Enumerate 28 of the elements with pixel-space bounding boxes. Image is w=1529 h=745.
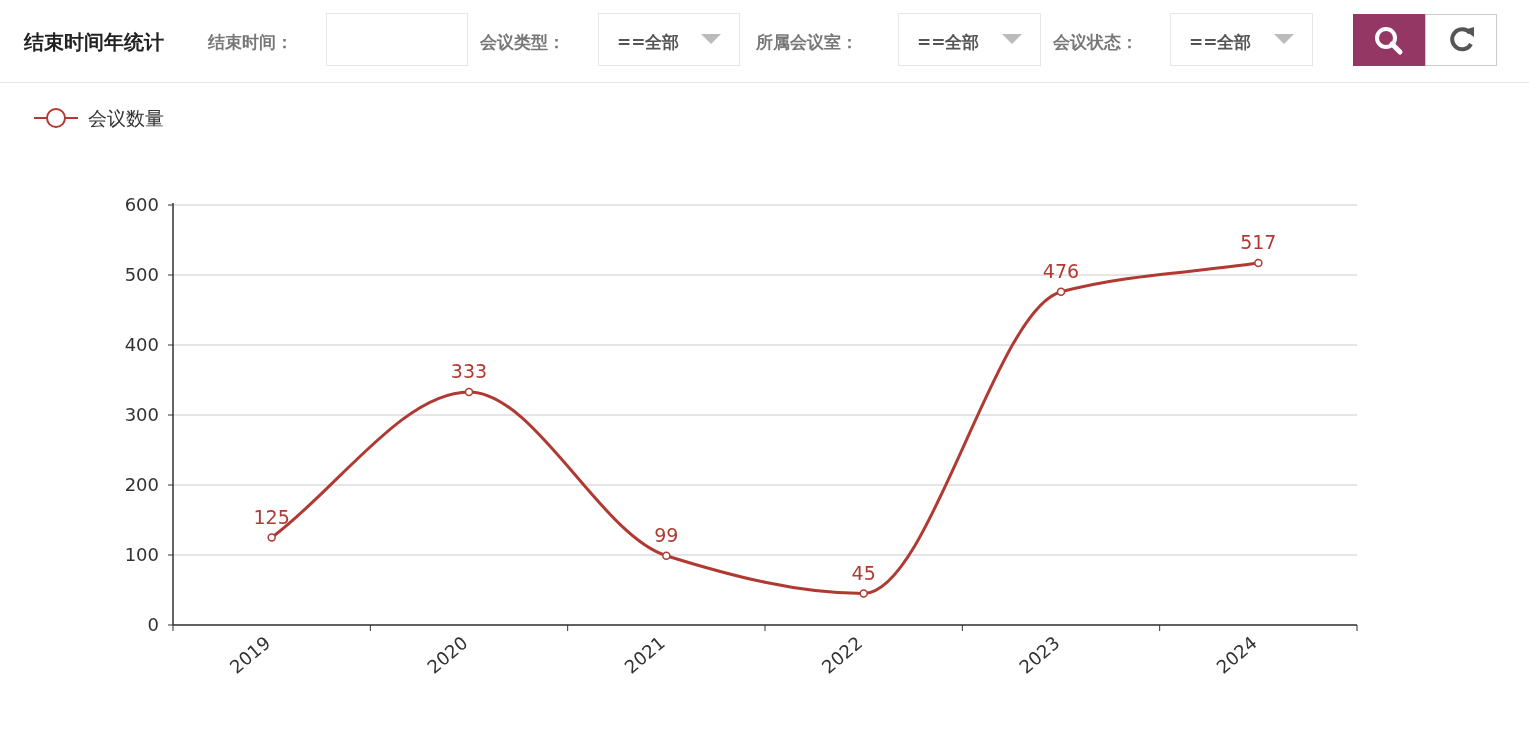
y-tick-label: 100: [124, 544, 159, 565]
point: [267, 533, 276, 542]
text: 会议类型：: [479, 32, 565, 52]
text: 结束时间：: [207, 32, 293, 52]
data-label: 45: [851, 561, 876, 584]
point: [662, 551, 671, 560]
text: ==全部: [917, 32, 980, 52]
text: 会议状态：: [1052, 32, 1138, 52]
data-label: 476: [1042, 259, 1080, 282]
chart-title: 结束时间年统计: [23, 30, 164, 54]
y-tick-label: 500: [124, 264, 159, 285]
text: ==全部: [1189, 32, 1252, 52]
y-tick-label: 300: [124, 404, 159, 425]
y-tick-label: 200: [124, 474, 159, 495]
y-tick-label: 400: [124, 334, 159, 355]
data-label: 333: [450, 359, 488, 382]
text: ==全部: [617, 32, 680, 52]
legend-label: 会议数量: [88, 107, 164, 129]
point: [464, 387, 474, 397]
data-label: 125: [253, 505, 290, 528]
point: [1254, 258, 1263, 268]
data-label: 517: [1240, 231, 1277, 254]
data-label: 99: [654, 523, 679, 546]
y-tick-label: 0: [147, 614, 159, 635]
y-tick-label: 600: [124, 194, 159, 215]
text: 所属会议室：: [755, 32, 858, 52]
point: [1056, 287, 1066, 297]
point: [859, 589, 868, 598]
